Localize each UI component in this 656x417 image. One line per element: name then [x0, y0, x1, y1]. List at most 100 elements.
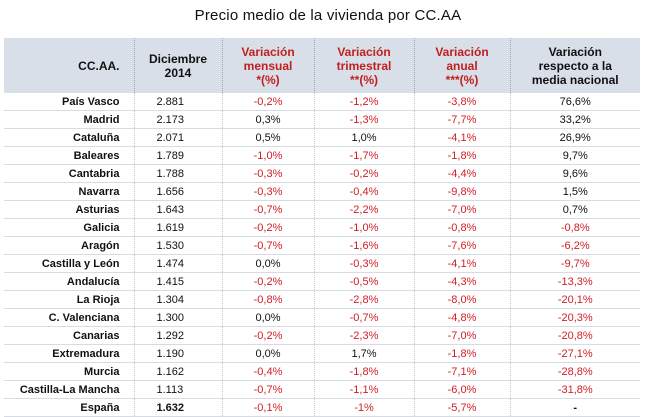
table-row: Navarra 1.656 -0,3% -0,4% -9,8% 1,5% — [4, 182, 640, 201]
cell-nacional: - — [510, 398, 640, 417]
cell-dic: 1.619 — [134, 218, 223, 237]
cell-anual: -4,3% — [414, 272, 511, 291]
table-row: Castilla y León 1.474 0,0% -0,3% -4,1% -9,7% — [4, 254, 640, 273]
cell-nacional: 26,9% — [510, 128, 640, 147]
cell-anual: -1,8% — [414, 344, 511, 363]
cell-dic: 1.113 — [134, 380, 223, 399]
cell-name: Galicia — [4, 218, 135, 237]
cell-dic: 1.789 — [134, 146, 223, 165]
table-title: Precio medio de la vivienda por CC.AA — [194, 7, 462, 24]
cell-trimestral: -0,7% — [314, 308, 415, 327]
cell-mensual: 0,0% — [222, 344, 315, 363]
cell-mensual: 0,3% — [222, 110, 315, 129]
cell-dic: 1.474 — [134, 254, 223, 273]
cell-nacional: -0,8% — [510, 218, 640, 237]
cell-nacional: -6,2% — [510, 236, 640, 255]
table-row: La Rioja 1.304 -0,8% -2,8% -8,0% -20,1% — [4, 290, 640, 309]
cell-anual: -5,7% — [414, 398, 511, 417]
cell-anual: -7,6% — [414, 236, 511, 255]
cell-name: Murcia — [4, 362, 135, 381]
header-ccaa: CC.AA. — [4, 38, 135, 93]
table-row: Madrid 2.173 0,3% -1,3% -7,7% 33,2% — [4, 110, 640, 129]
header-row: CC.AA. Diciembre 2014 Variación mensual … — [4, 38, 640, 93]
header-mensual: Variación mensual *(%) — [222, 38, 315, 93]
cell-nacional: 9,7% — [510, 146, 640, 165]
cell-anual: -6,0% — [414, 380, 511, 399]
cell-trimestral: -1,3% — [314, 110, 415, 129]
cell-nacional: 33,2% — [510, 110, 640, 129]
cell-name: Cantabria — [4, 164, 135, 183]
table-row: Cantabria 1.788 -0,3% -0,2% -4,4% 9,6% — [4, 164, 640, 183]
table-row: Cataluña 2.071 0,5% 1,0% -4,1% 26,9% — [4, 128, 640, 147]
cell-nacional: -20,8% — [510, 326, 640, 345]
table-row: País Vasco 2.881 -0,2% -1,2% -3,8% 76,6% — [4, 93, 640, 111]
cell-trimestral: -0,5% — [314, 272, 415, 291]
cell-dic: 1.656 — [134, 182, 223, 201]
cell-dic: 2.173 — [134, 110, 223, 129]
cell-nacional: 9,6% — [510, 164, 640, 183]
cell-mensual: -0,1% — [222, 398, 315, 417]
table-row: C. Valenciana 1.300 0,0% -0,7% -4,8% -20,3% — [4, 308, 640, 327]
cell-mensual: -0,2% — [222, 218, 315, 237]
cell-dic: 1.530 — [134, 236, 223, 255]
cell-mensual: -0,4% — [222, 362, 315, 381]
cell-name: Navarra — [4, 182, 135, 201]
cell-anual: -8,0% — [414, 290, 511, 309]
cell-nacional: 76,6% — [510, 93, 640, 111]
cell-trimestral: -0,2% — [314, 164, 415, 183]
cell-dic: 2.881 — [134, 93, 223, 111]
cell-name: Castilla-La Mancha — [4, 380, 135, 399]
cell-mensual: -0,2% — [222, 326, 315, 345]
cell-mensual: -0,2% — [222, 272, 315, 291]
cell-trimestral: -0,3% — [314, 254, 415, 273]
cell-mensual: -0,7% — [222, 200, 315, 219]
cell-trimestral: 1,7% — [314, 344, 415, 363]
table-row: Asturias 1.643 -0,7% -2,2% -7,0% 0,7% — [4, 200, 640, 219]
cell-nacional: 0,7% — [510, 200, 640, 219]
table-body: País Vasco 2.881 -0,2% -1,2% -3,8% 76,6% Madri… — [4, 93, 640, 417]
cell-nacional: -31,8% — [510, 380, 640, 399]
cell-trimestral: -1,6% — [314, 236, 415, 255]
cell-mensual: -0,7% — [222, 380, 315, 399]
cell-dic: 1.788 — [134, 164, 223, 183]
cell-trimestral: -2,3% — [314, 326, 415, 345]
cell-name: Baleares — [4, 146, 135, 165]
cell-dic: 1.292 — [134, 326, 223, 345]
cell-name: C. Valenciana — [4, 308, 135, 327]
cell-mensual: 0,0% — [222, 308, 315, 327]
cell-trimestral: -1,1% — [314, 380, 415, 399]
cell-trimestral: 1,0% — [314, 128, 415, 147]
cell-name: Andalucía — [4, 272, 135, 291]
cell-name: Asturias — [4, 200, 135, 219]
cell-anual: -0,8% — [414, 218, 511, 237]
cell-mensual: -0,3% — [222, 182, 315, 201]
cell-dic: 1.632 — [134, 398, 223, 417]
price-table: CC.AA. Diciembre 2014 Variación mensual … — [4, 38, 640, 417]
cell-name: Castilla y León — [4, 254, 135, 273]
cell-anual: -7,0% — [414, 200, 511, 219]
cell-anual: -7,0% — [414, 326, 511, 345]
cell-name: Madrid — [4, 110, 135, 129]
cell-anual: -4,8% — [414, 308, 511, 327]
cell-nacional: -20,3% — [510, 308, 640, 327]
table-row: Baleares 1.789 -1,0% -1,7% -1,8% 9,7% — [4, 146, 640, 165]
cell-nacional: -27,1% — [510, 344, 640, 363]
cell-anual: -3,8% — [414, 93, 511, 111]
cell-anual: -7,7% — [414, 110, 511, 129]
table-row: Extremadura 1.190 0,0% 1,7% -1,8% -27,1% — [4, 344, 640, 363]
total-row: España 1.632 -0,1% -1% -5,7% - — [4, 398, 640, 417]
header-nacional: Variación respecto a la media nacional — [531, 44, 619, 87]
cell-name: España — [4, 398, 135, 417]
cell-anual: -9,8% — [414, 182, 511, 201]
cell-trimestral: -0,4% — [314, 182, 415, 201]
table-row: Murcia 1.162 -0,4% -1,8% -7,1% -28,8% — [4, 362, 640, 381]
header-anual: Variación anual ***(%) — [414, 38, 511, 93]
table-row: Andalucía 1.415 -0,2% -0,5% -4,3% -13,3% — [4, 272, 640, 291]
table-row: Aragón 1.530 -0,7% -1,6% -7,6% -6,2% — [4, 236, 640, 255]
cell-name: La Rioja — [4, 290, 135, 309]
cell-nacional: -9,7% — [510, 254, 640, 273]
cell-nacional: -28,8% — [510, 362, 640, 381]
cell-nacional: -20,1% — [510, 290, 640, 309]
cell-mensual: 0,5% — [222, 128, 315, 147]
cell-mensual: -0,8% — [222, 290, 315, 309]
